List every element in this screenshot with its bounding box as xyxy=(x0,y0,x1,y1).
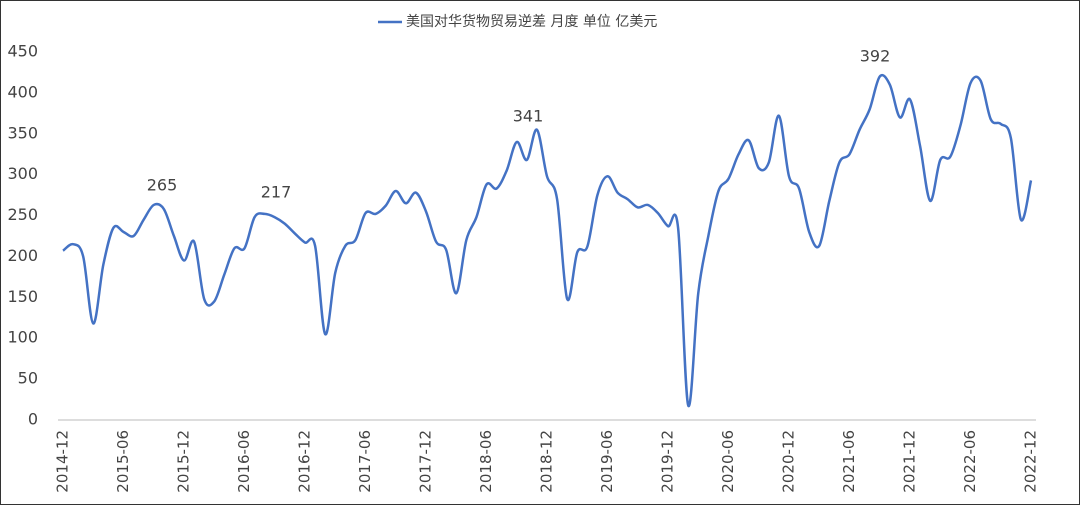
y-tick-label: 50 xyxy=(18,369,38,388)
x-tick-label: 2021-06 xyxy=(840,430,858,493)
x-tick-label: 2020-06 xyxy=(719,430,737,493)
x-tick-label: 2016-06 xyxy=(235,430,253,493)
x-tick-label: 2017-12 xyxy=(417,430,435,493)
x-tick-label: 2019-06 xyxy=(598,430,616,493)
y-tick-label: 300 xyxy=(7,164,38,183)
x-tick-label: 2019-12 xyxy=(659,430,677,493)
y-tick-label: 400 xyxy=(7,82,38,101)
y-tick-label: 450 xyxy=(7,42,38,61)
line xyxy=(62,73,1033,408)
x-tick-label: 2021-12 xyxy=(901,430,919,493)
y-tick-label: 350 xyxy=(7,123,38,142)
x-tick-label: 2018-12 xyxy=(538,430,556,493)
annotation: 265 xyxy=(147,176,178,195)
x-tick-label: 2015-12 xyxy=(175,430,193,493)
x-tick-label: 2018-06 xyxy=(477,430,495,493)
x-tick-label: 2017-06 xyxy=(356,430,374,493)
annotation: 217 xyxy=(261,183,292,202)
x-tick-label: 2022-06 xyxy=(961,430,979,493)
y-tick-label: 200 xyxy=(7,246,38,265)
x-tick-label: 2015-06 xyxy=(114,430,132,493)
annotation: 392 xyxy=(860,47,891,66)
y-tick-label: 250 xyxy=(7,205,38,224)
annotation: 341 xyxy=(513,107,544,126)
legend-label: 美国对华货物贸易逆差 月度 单位 亿美元 xyxy=(406,13,657,30)
y-tick-label: 100 xyxy=(7,328,38,347)
x-tick-label: 2016-12 xyxy=(296,430,314,493)
y-tick-label: 150 xyxy=(7,287,38,306)
x-tick-label: 2022-12 xyxy=(1022,430,1040,493)
x-tick-label: 2020-12 xyxy=(780,430,798,493)
y-tick-label: 0 xyxy=(28,410,38,429)
x-tick-label: 2014-12 xyxy=(54,430,72,493)
